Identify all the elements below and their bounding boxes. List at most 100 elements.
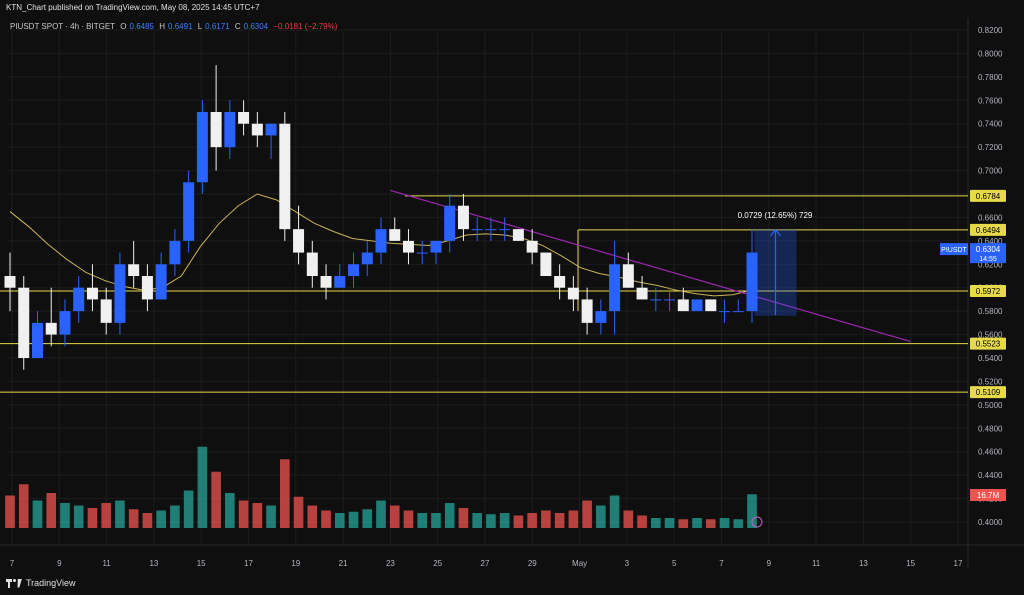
volume-bar	[458, 508, 469, 528]
candle-body	[86, 287, 98, 300]
volume-bar	[431, 513, 441, 528]
volume-bar	[499, 513, 510, 528]
volume-bar	[527, 513, 537, 528]
high-value: 0.6491	[168, 22, 193, 31]
candle-body	[183, 182, 195, 241]
volume-bar	[692, 518, 702, 528]
y-tick-label: 0.8000	[978, 49, 1003, 58]
y-tick-label: 0.6600	[978, 213, 1003, 222]
candle-body	[719, 311, 731, 313]
y-tick-label: 0.8200	[978, 26, 1003, 35]
y-tick-label: 0.7200	[978, 143, 1003, 152]
candle-body	[375, 229, 387, 253]
candle-body	[73, 287, 85, 312]
candle-body	[444, 205, 456, 241]
x-tick-label: 15	[906, 559, 915, 568]
x-tick-label: 9	[57, 559, 62, 568]
candle-body	[402, 240, 414, 253]
candle-body	[512, 229, 524, 241]
volume-bar	[554, 513, 565, 528]
candle-body	[457, 205, 469, 230]
x-tick-label: 17	[244, 559, 253, 568]
volume-bar	[376, 500, 386, 528]
volume-bar	[362, 509, 373, 528]
y-tick-label: 0.7000	[978, 167, 1003, 176]
candle-body	[114, 264, 126, 323]
candle-body	[540, 252, 552, 276]
x-tick-label: 13	[149, 559, 158, 568]
volume-bar	[334, 513, 345, 528]
candle-body	[746, 252, 758, 312]
volume-bar	[678, 519, 689, 528]
candle-body	[636, 287, 648, 300]
volume-bar	[238, 500, 249, 528]
volume-bar	[225, 493, 235, 528]
y-tick-label: 0.7800	[978, 73, 1003, 82]
volume-bar	[444, 503, 455, 528]
y-tick-label: 0.5400	[978, 354, 1003, 363]
price-tag-level-5: 0.5109	[976, 388, 1001, 397]
candle-body	[471, 229, 483, 231]
y-tick-label: 0.5000	[978, 401, 1003, 410]
volume-bar	[596, 505, 606, 528]
candle-body	[306, 252, 318, 276]
candle-body	[650, 299, 662, 301]
volume-bar	[211, 471, 221, 528]
x-tick-label: May	[572, 559, 587, 568]
candle-body	[499, 229, 511, 231]
candle-body	[334, 276, 346, 288]
x-tick-label: 7	[10, 559, 15, 568]
candle-body	[361, 252, 373, 265]
x-tick-label: 21	[339, 559, 348, 568]
candle-body	[59, 311, 71, 335]
x-tick-label: 15	[197, 559, 206, 568]
price-tag-level-3-bg	[970, 284, 1006, 297]
volume-bar	[719, 518, 730, 528]
candle-body	[389, 229, 401, 241]
price-tag-level-4: 0.5523	[976, 340, 1001, 349]
trendline	[390, 189, 911, 343]
candle-body	[705, 299, 717, 312]
last-price: 0.6304	[976, 245, 1001, 254]
candle-body	[581, 299, 593, 323]
open-value: 0.6485	[129, 22, 154, 31]
candle-body	[196, 112, 208, 183]
last-symbol: PIUSDT	[941, 247, 967, 254]
volume-bar	[5, 495, 15, 528]
measure-arrowhead	[770, 228, 781, 237]
candle-body	[31, 322, 43, 358]
candle-body	[526, 240, 538, 253]
y-tick-label: 0.6400	[978, 237, 1003, 246]
volume-bar	[582, 500, 592, 528]
last-price-bg	[970, 243, 1006, 264]
volume-bar	[142, 513, 153, 528]
candle-body	[251, 123, 263, 136]
volume-bar	[87, 508, 98, 528]
measure-label: 0.0729 (12.65%) 729	[738, 211, 813, 220]
symbol-name[interactable]: PIUSDT SPOT · 4h · BITGET	[10, 22, 116, 31]
x-tick-label: 7	[719, 559, 724, 568]
candle-body	[169, 240, 181, 265]
volume-bar	[568, 510, 579, 528]
price-tag-level-2: 0.6494	[976, 226, 1001, 235]
volume-bar	[403, 510, 414, 528]
x-tick-label: 11	[102, 559, 111, 568]
y-tick-label: 0.4000	[978, 518, 1003, 527]
x-tick-label: 29	[528, 559, 537, 568]
volume-tag: 16.7M	[977, 491, 1000, 500]
candle-body	[45, 322, 57, 335]
volume-bar	[705, 519, 716, 528]
x-tick-label: 3	[625, 559, 630, 568]
volume-bar	[101, 503, 111, 528]
footer: TradingView	[6, 578, 76, 588]
x-tick-label: 27	[481, 559, 490, 568]
candle-body	[416, 252, 428, 254]
price-tag-level-3: 0.5972	[976, 287, 1001, 296]
candle-body	[210, 112, 222, 148]
volume-bar	[664, 518, 675, 528]
candle-body	[485, 229, 497, 231]
x-tick-label: 25	[433, 559, 442, 568]
volume-bar	[46, 493, 57, 528]
